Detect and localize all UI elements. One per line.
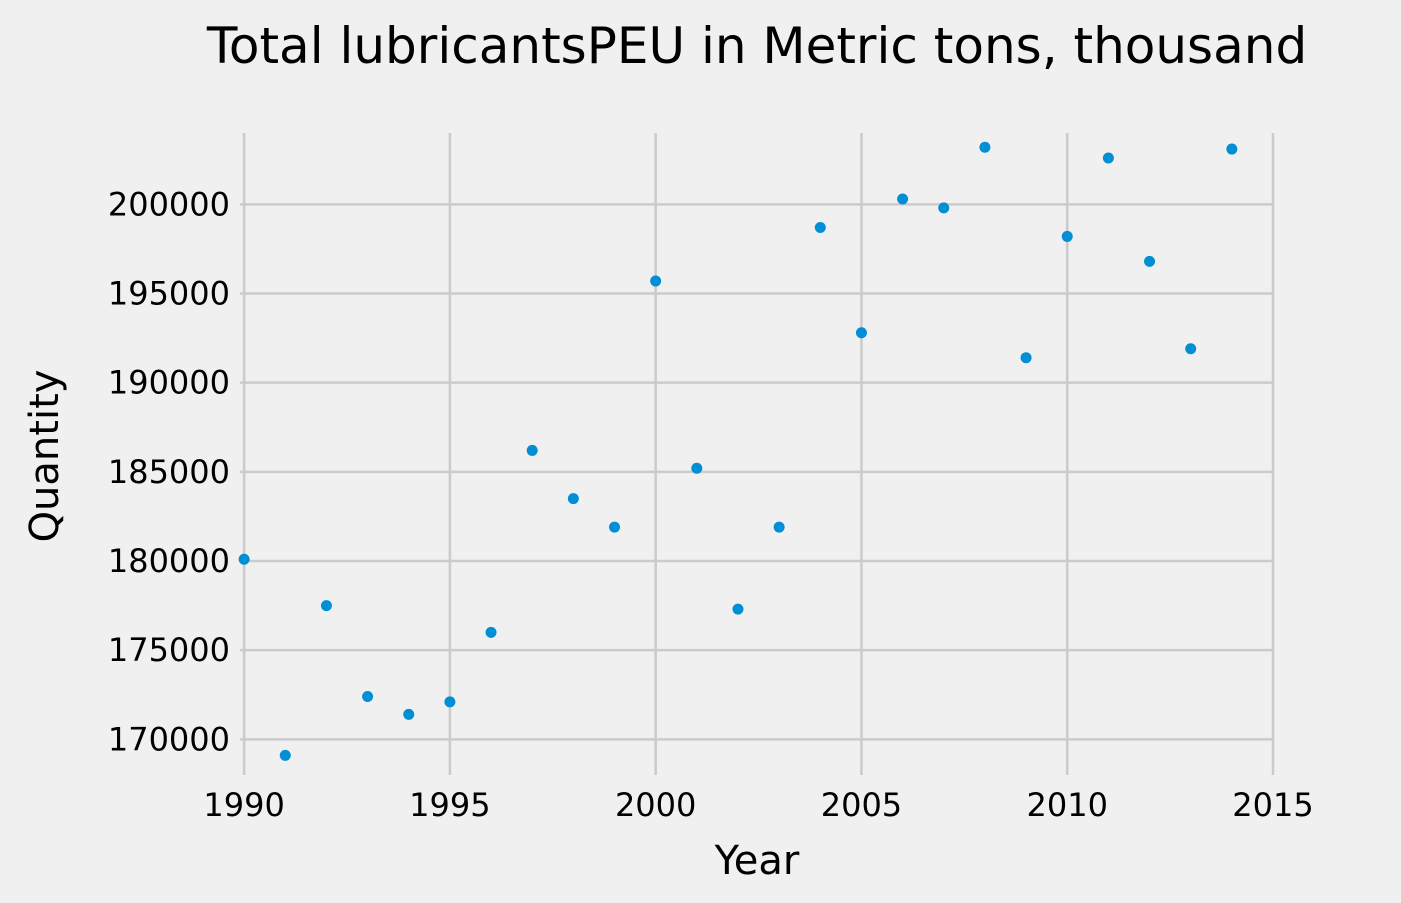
data-point: [650, 275, 662, 287]
x-tick-label: 2005: [821, 786, 902, 824]
data-point: [1226, 143, 1238, 155]
x-tick-label: 1990: [203, 786, 284, 824]
x-tick-label: 2000: [615, 786, 696, 824]
y-tick-label: 175000: [108, 631, 230, 669]
data-point: [1144, 255, 1156, 267]
grid-lines: [240, 133, 1275, 775]
y-tick-label: 190000: [108, 364, 230, 402]
data-point: [362, 691, 374, 703]
data-point: [1185, 343, 1197, 355]
data-point: [403, 708, 415, 720]
data-points: [238, 141, 1238, 761]
x-tick-labels: 1990 1995 2000 2005 2010 2015: [203, 786, 1313, 824]
y-tick-label: 170000: [108, 720, 230, 758]
y-tick-labels: 170000 175000 180000 185000 190000 195000 2000…: [108, 185, 230, 758]
x-axis-label: Year: [714, 838, 800, 884]
chart-title: Total lubricantsPEU in Metric tons, thou…: [206, 17, 1307, 75]
y-tick-label: 180000: [108, 542, 230, 580]
y-axis-label: Quantity: [22, 370, 68, 543]
x-tick-label: 1995: [409, 786, 490, 824]
data-point: [897, 193, 909, 205]
data-point: [609, 521, 621, 533]
y-tick-label: 195000: [108, 275, 230, 313]
x-tick-label: 2010: [1027, 786, 1108, 824]
data-point: [938, 202, 950, 214]
data-point: [773, 521, 785, 533]
data-point: [526, 444, 538, 456]
data-point: [1102, 152, 1114, 164]
data-point: [279, 749, 291, 761]
data-point: [814, 222, 826, 234]
data-point: [485, 626, 497, 638]
y-tick-label: 185000: [108, 453, 230, 491]
data-point: [1061, 230, 1073, 242]
data-point: [1020, 352, 1032, 364]
data-point: [238, 553, 250, 565]
data-point: [732, 603, 744, 615]
data-point: [855, 327, 867, 339]
x-tick-label: 2015: [1232, 786, 1313, 824]
y-tick-label: 200000: [108, 185, 230, 223]
data-point: [979, 141, 991, 153]
data-point: [444, 696, 456, 708]
data-point: [567, 493, 579, 505]
data-point: [691, 462, 703, 474]
data-point: [320, 600, 332, 612]
